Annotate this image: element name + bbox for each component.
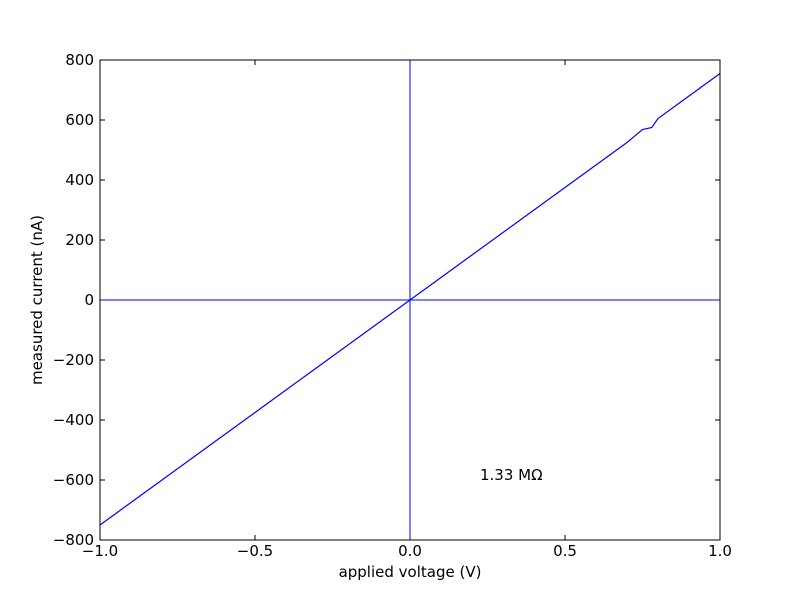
y-tick-label: −600 (53, 471, 94, 489)
y-tick-label: 800 (65, 51, 94, 69)
x-tick-label: 0.5 (553, 542, 577, 560)
x-tick-label: 1.0 (708, 542, 732, 560)
x-tick-label: −1.0 (82, 542, 118, 560)
y-tick-label: −200 (53, 351, 94, 369)
x-tick-label: −0.5 (237, 542, 273, 560)
plot-frame (99, 59, 721, 541)
y-tick-label: −800 (53, 531, 94, 549)
annotation: 1.33 MΩ (480, 466, 543, 484)
y-axis-label: measured current (nA) (28, 215, 46, 385)
x-axis-label: applied voltage (V) (339, 563, 482, 581)
y-tick-label: 0 (84, 291, 94, 309)
data-line (99, 73, 721, 526)
y-tick-label: 600 (65, 111, 94, 129)
y-tick-label: 200 (65, 231, 94, 249)
x-tick-label: 0.0 (398, 542, 422, 560)
y-tick-label: 400 (65, 171, 94, 189)
y-tick-label: −400 (53, 411, 94, 429)
